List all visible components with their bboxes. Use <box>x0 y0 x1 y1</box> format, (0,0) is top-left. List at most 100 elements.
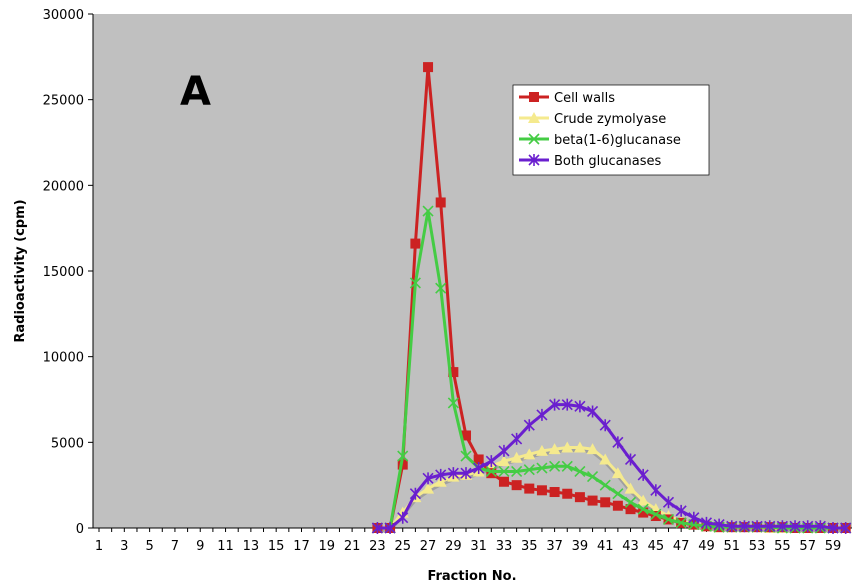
data-point <box>447 467 459 480</box>
data-point <box>612 488 624 500</box>
x-axis: 1 3 5 7 9 11 13 15 17 19 21 23 25 27 29 31 33 35 37 39 41 43 4… <box>93 527 852 554</box>
x-tick-label: 5 <box>145 539 153 554</box>
data-point <box>486 468 497 479</box>
data-point <box>485 455 497 468</box>
data-point <box>600 497 611 508</box>
data-point <box>460 450 472 462</box>
data-point <box>789 520 801 533</box>
y-tick-label: 20000 <box>43 179 84 194</box>
data-point <box>536 485 547 496</box>
legend-label: Crude zymolyase <box>554 112 666 127</box>
data-point <box>561 460 573 472</box>
data-point <box>548 443 561 455</box>
data-point <box>726 520 738 533</box>
data-point <box>397 459 408 470</box>
y-tick-label: 30000 <box>43 8 84 23</box>
data-point <box>662 513 675 525</box>
x-tick-label: 43 <box>622 539 639 554</box>
data-point <box>473 454 484 465</box>
x-tick-label: 55 <box>774 539 791 554</box>
data-point <box>612 500 623 511</box>
data-point <box>612 436 624 449</box>
data-point <box>574 465 586 478</box>
data-point <box>523 448 536 460</box>
data-point <box>650 508 662 520</box>
legend: Cell walls Crude zymolyase beta(1-6)glucan… <box>512 84 710 176</box>
data-point <box>738 520 750 533</box>
data-point <box>371 522 383 534</box>
data-point <box>473 462 485 475</box>
data-point <box>549 460 561 472</box>
data-point <box>535 444 548 456</box>
x-tick-label: 35 <box>521 539 538 554</box>
x-tick-label: 57 <box>799 539 816 554</box>
data-point <box>510 451 523 463</box>
x-tick-label: 15 <box>268 539 285 554</box>
x-tick-label: 29 <box>445 539 462 554</box>
data-point <box>675 517 687 529</box>
data-point <box>562 488 573 499</box>
data-point <box>497 455 510 467</box>
x-tick-label: 3 <box>120 539 128 554</box>
data-point <box>802 520 814 533</box>
data-point <box>409 487 421 500</box>
data-point <box>662 496 675 509</box>
data-point <box>688 511 700 524</box>
y-tick-label: 0 <box>76 522 84 537</box>
data-point <box>637 468 649 481</box>
data-point <box>827 522 839 534</box>
data-point <box>650 484 662 497</box>
data-point <box>713 518 725 531</box>
x-tick-label: 23 <box>369 539 386 554</box>
data-point <box>434 475 447 487</box>
legend-label: beta(1-6)glucanase <box>554 133 681 148</box>
data-point <box>422 205 434 217</box>
x-tick-label: 39 <box>572 539 589 554</box>
data-point <box>523 419 535 432</box>
data-point <box>384 522 396 534</box>
x-tick-label: 1 <box>95 539 103 554</box>
data-point <box>397 450 409 462</box>
data-point <box>528 133 540 145</box>
data-point <box>511 432 523 445</box>
data-point <box>528 154 540 166</box>
data-point <box>599 479 611 491</box>
data-point <box>397 511 409 524</box>
y-axis-title: Radioactivity (cpm) <box>13 199 28 342</box>
data-point <box>574 492 585 503</box>
data-point <box>587 495 598 506</box>
data-point <box>611 467 624 479</box>
data-point <box>700 516 713 529</box>
x-tick-label: 19 <box>319 539 336 554</box>
data-point <box>485 465 497 478</box>
series-layer <box>371 62 852 534</box>
x-tick-label: 45 <box>648 539 665 554</box>
data-point <box>586 443 599 455</box>
data-point <box>435 282 447 294</box>
y-axis: 0 5000 10000 15000 20000 25000 30000 <box>43 8 94 537</box>
data-point <box>528 112 540 123</box>
data-point <box>776 520 788 533</box>
data-point <box>840 522 852 534</box>
data-point <box>447 397 459 409</box>
data-point <box>511 465 523 478</box>
data-point <box>574 400 586 413</box>
x-tick-label: 51 <box>723 539 740 554</box>
data-point <box>650 511 661 522</box>
legend-item: Cell walls <box>519 91 615 106</box>
legend-item: Crude zymolyase <box>519 112 666 127</box>
x-tick-label: 59 <box>825 539 842 554</box>
x-tick-label: 21 <box>344 539 361 554</box>
y-tick-label: 10000 <box>43 351 84 366</box>
data-point <box>422 482 435 494</box>
data-point <box>586 471 599 483</box>
x-tick-label: 17 <box>293 539 310 554</box>
data-point <box>637 503 649 515</box>
data-point <box>625 504 636 515</box>
x-tick-label: 53 <box>749 539 766 554</box>
x-tick-label: 37 <box>546 539 563 554</box>
data-point <box>524 483 535 494</box>
data-point <box>498 476 509 487</box>
x-tick-label: 25 <box>394 539 411 554</box>
